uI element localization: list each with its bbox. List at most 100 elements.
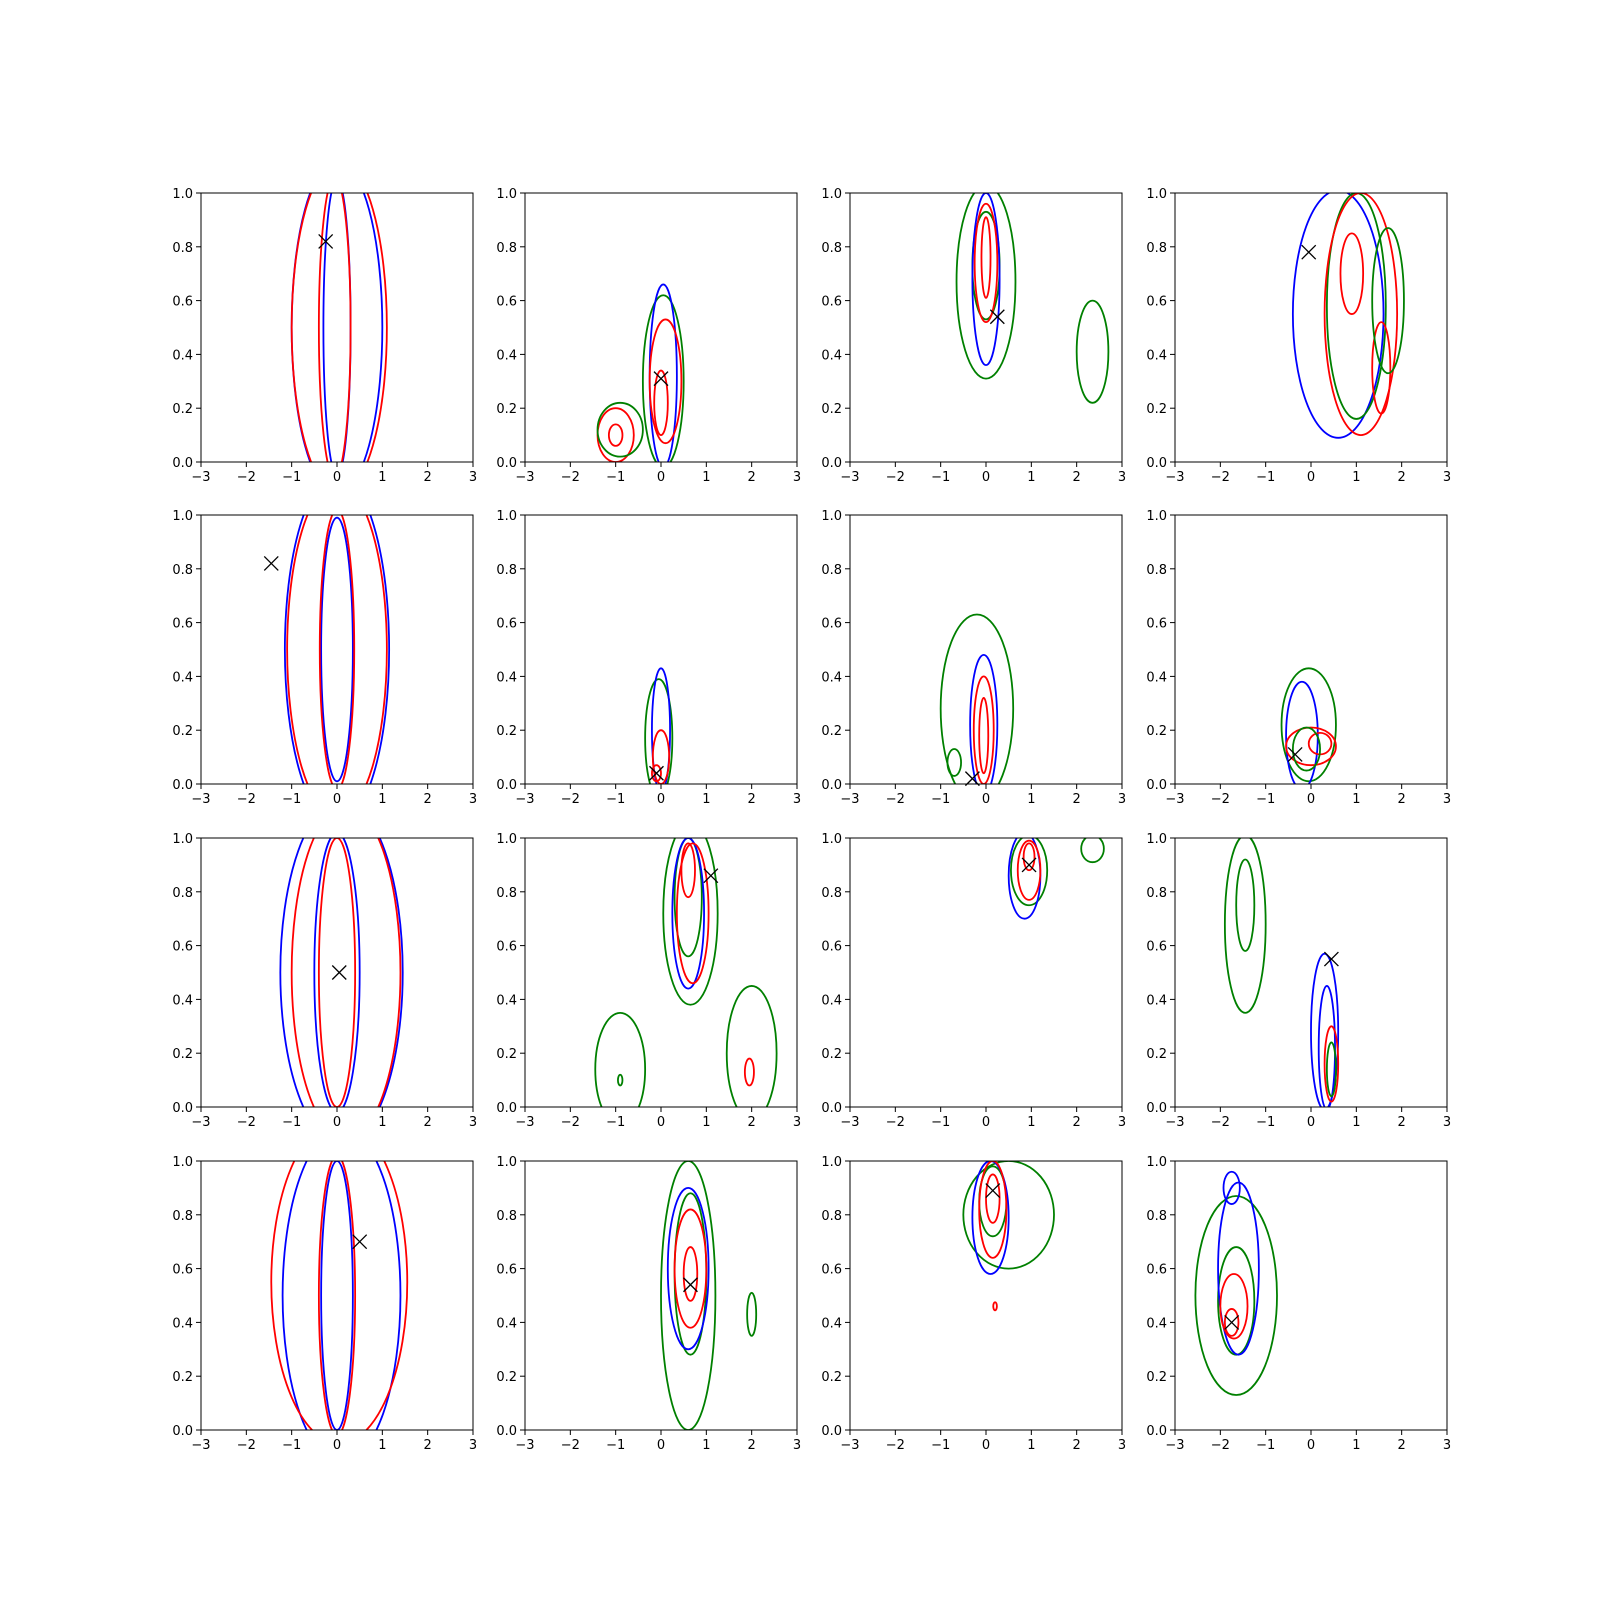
contour-series_c-outer: [644, 678, 674, 784]
x-tick-label: 1: [378, 470, 386, 485]
x-tick-label: 1: [702, 1115, 710, 1130]
x-tick-label: −3: [1165, 470, 1184, 485]
y-tick-label: 0.6: [821, 617, 842, 632]
x-tick-label: 0: [1307, 470, 1315, 485]
x-tick-label: −2: [237, 470, 256, 485]
y-tick-label: 0.8: [172, 1209, 193, 1224]
contour-series_a-inner: [1222, 1170, 1241, 1205]
x-tick-label: −2: [237, 792, 256, 807]
x-tick-label: 0: [333, 1438, 341, 1453]
x-tick-label: 0: [333, 470, 341, 485]
y-tick-label: 0.6: [496, 617, 517, 632]
y-tick-label: 0.4: [1146, 670, 1167, 685]
x-tick-label: 3: [1443, 792, 1451, 807]
y-tick-label: 0.6: [821, 1263, 842, 1278]
y-tick-label: 0.6: [821, 295, 842, 310]
x-tick-label: 2: [1398, 470, 1406, 485]
x-tick-label: 1: [1027, 470, 1035, 485]
contour-series_b-outer: [1323, 193, 1399, 436]
y-tick-label: 0.2: [496, 724, 517, 739]
contour-series_a-outer: [651, 667, 671, 784]
contour-series_c-outer: [725, 985, 778, 1107]
x-tick-label: 2: [748, 470, 756, 485]
x-tick-label: 3: [793, 1438, 801, 1453]
y-tick-label: 1.0: [1146, 187, 1167, 202]
contour-series_c-outer: [1080, 838, 1105, 864]
contour-group: [283, 515, 391, 784]
x-tick-label: −3: [840, 1438, 859, 1453]
x-tick-label: 1: [702, 792, 710, 807]
y-tick-label: 0.6: [172, 940, 193, 955]
contour-series_c-outer: [1325, 193, 1387, 420]
x-tick-label: −2: [237, 1115, 256, 1130]
x-tick-label: −3: [515, 470, 534, 485]
x-tick-label: 1: [1352, 792, 1360, 807]
x-tick-label: 3: [1443, 470, 1451, 485]
x-tick-label: 0: [982, 1115, 990, 1130]
x-tick-label: 3: [469, 1115, 477, 1130]
y-tick-label: 0.8: [172, 886, 193, 901]
x-tick-label: −2: [886, 470, 905, 485]
y-tick-label: 0.8: [1146, 886, 1167, 901]
y-tick-label: 0.8: [821, 241, 842, 256]
contour-group: [596, 283, 685, 462]
contour-series_b-inner: [653, 369, 669, 437]
panel-r0-c3: −3 −2 −1 0 1 2 3 0.0 0.2 0.4 0.6 0.8 1.0: [1146, 187, 1451, 485]
x-tick-label: 0: [657, 792, 665, 807]
x-tick-label: −1: [931, 792, 950, 807]
x-tick-label: 1: [378, 792, 386, 807]
contour-group: [1194, 1170, 1278, 1396]
contour-series_a-outer: [971, 1161, 1010, 1275]
x-tick-label: −3: [515, 1438, 534, 1453]
panel-r1-c3: −3 −2 −1 0 1 2 3 0.0 0.2 0.4 0.6 0.8 1.0: [1146, 509, 1451, 807]
y-tick-label: 0.2: [1146, 1047, 1167, 1062]
x-tick-label: −3: [840, 792, 859, 807]
contour-series_c-outer: [662, 838, 719, 1006]
x-tick-label: −2: [886, 1115, 905, 1130]
x-tick-label: 1: [1027, 1115, 1035, 1130]
x-tick-label: 3: [1118, 1115, 1126, 1130]
y-tick-label: 0.6: [1146, 617, 1167, 632]
x-tick-label: 1: [1027, 792, 1035, 807]
x-marker: [263, 555, 279, 571]
y-tick-label: 0.0: [496, 456, 517, 471]
x-marker: [649, 765, 664, 781]
x-tick-label: −2: [1211, 1115, 1230, 1130]
contour-series_a-outer: [1291, 193, 1385, 439]
y-tick-label: 0.2: [821, 1370, 842, 1385]
y-tick-label: 0.2: [821, 402, 842, 417]
x-marker: [1287, 746, 1303, 762]
y-tick-label: 0.8: [1146, 241, 1167, 256]
panel-grid: −3 −2 −1 0 1 2 3 0.0 0.2 0.4 0.6 0.8 1.0 −3 −2 −1 0 1 2 3 0.…: [172, 187, 1451, 1453]
contour-series_b-inner: [1371, 321, 1392, 415]
contour-group: [290, 193, 388, 462]
y-tick-label: 0.4: [172, 1316, 193, 1331]
x-tick-label: 1: [378, 1438, 386, 1453]
contour-series_c-inner: [1291, 726, 1321, 772]
y-tick-label: 1.0: [172, 832, 193, 847]
contour-series_c-outer: [962, 1161, 1055, 1270]
x-tick-label: 0: [657, 1115, 665, 1130]
contour-series_c-outer: [1280, 667, 1337, 783]
y-tick-label: 1.0: [1146, 1155, 1167, 1170]
contour-series_b-inner: [1022, 842, 1036, 872]
contour-series_b-outer: [1016, 839, 1042, 901]
contour-series_a-outer: [666, 1187, 710, 1351]
x-tick-label: 0: [1307, 1115, 1315, 1130]
contour-series_a-outer: [671, 838, 705, 990]
contour-series_a-outer: [971, 193, 1001, 367]
x-tick-label: 1: [378, 1115, 386, 1130]
y-tick-label: 0.6: [1146, 1263, 1167, 1278]
x-tick-label: −3: [191, 1438, 210, 1453]
x-tick-label: −1: [1256, 470, 1275, 485]
x-tick-label: −1: [1256, 1438, 1275, 1453]
contour-series_b-inner: [978, 697, 990, 775]
contour-group: [939, 613, 1015, 784]
contour-series_b-outer: [1285, 726, 1337, 767]
contour-series_b-inner: [317, 193, 352, 462]
x-tick-label: 1: [1352, 1438, 1360, 1453]
x-tick-label: 2: [424, 470, 432, 485]
x-marker: [1301, 244, 1317, 260]
y-tick-label: 0.6: [496, 1263, 517, 1278]
x-tick-label: −2: [886, 1438, 905, 1453]
